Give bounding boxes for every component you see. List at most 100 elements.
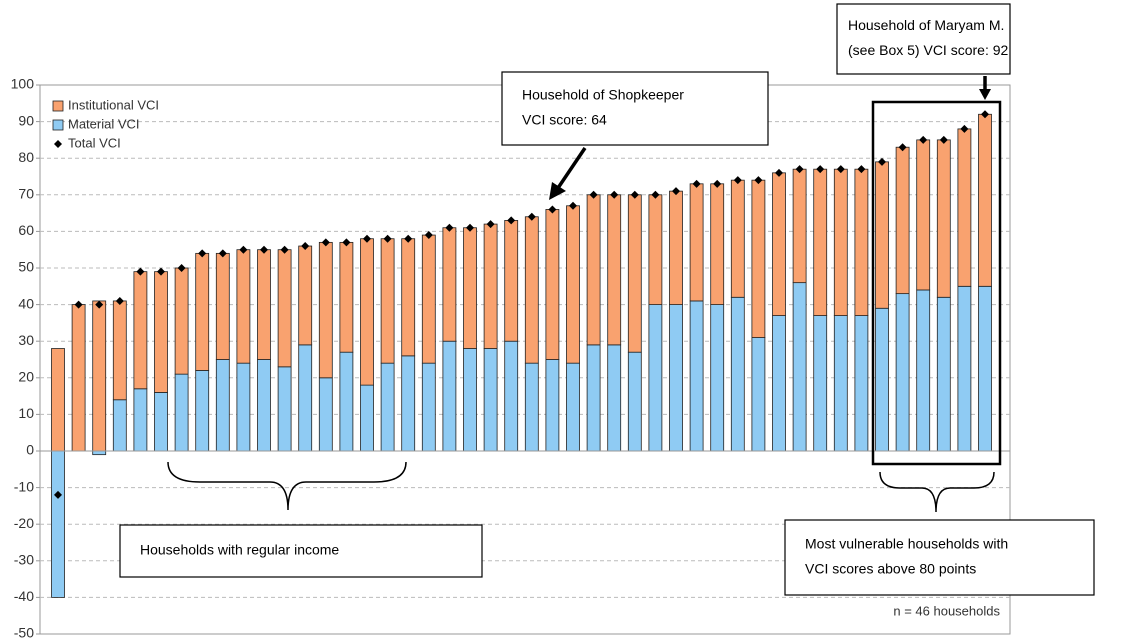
total-marker <box>157 267 165 276</box>
total-marker <box>54 490 62 499</box>
bar-segment <box>566 205 580 364</box>
bar-segment <box>566 362 580 452</box>
bar-segment <box>524 216 539 364</box>
bar-segment <box>627 351 642 452</box>
bar-segment <box>215 252 230 360</box>
total-marker <box>301 242 310 251</box>
annotation-text: (see Box 5) VCI score: 92 <box>848 42 1009 58</box>
bar-segment <box>833 315 848 452</box>
annotation-text: Household of Maryam M. <box>848 17 1004 33</box>
bar-segment <box>524 362 539 452</box>
total-marker <box>816 165 825 174</box>
bar-segment <box>133 388 148 452</box>
total-marker <box>589 190 598 199</box>
legend-label: Institutional VCI <box>68 97 159 112</box>
total-marker <box>218 249 227 258</box>
total-marker <box>486 220 495 229</box>
bar-segment <box>195 252 210 371</box>
bar-segment <box>483 223 498 349</box>
bar-segment <box>751 337 766 452</box>
total-marker <box>383 234 392 243</box>
bar-segment <box>936 139 951 298</box>
bar-segment <box>401 355 416 452</box>
legend-label: Material VCI <box>68 116 140 131</box>
bar-segment <box>112 399 127 452</box>
bar-segment <box>875 307 889 452</box>
annotation-box <box>501 71 769 146</box>
brace <box>879 471 995 513</box>
bar-segment <box>298 245 313 346</box>
bar-segment <box>71 304 86 452</box>
bar-segment <box>813 315 828 452</box>
bar-segment <box>442 340 457 452</box>
bar-segment <box>648 304 663 452</box>
bar-segment <box>215 359 230 452</box>
bar-segment <box>730 296 745 452</box>
bar-segment <box>318 241 333 379</box>
total-marker <box>548 205 557 214</box>
bar-segment <box>689 300 704 452</box>
bar-segment <box>174 373 189 452</box>
bar-segment <box>648 194 663 306</box>
y-tick-label: 0 <box>26 442 34 458</box>
bar-segment <box>504 220 519 342</box>
y-tick-label: 100 <box>11 76 35 92</box>
bar-segment <box>483 348 498 452</box>
bar-segment <box>318 377 333 452</box>
bar-segment <box>792 282 807 452</box>
bar-segment <box>277 249 292 368</box>
bar-segment <box>51 348 65 452</box>
y-tick-label: 90 <box>18 112 34 128</box>
y-tick-label: 20 <box>18 369 34 385</box>
bar-segment <box>916 289 931 452</box>
bar-segment <box>833 168 848 316</box>
bar-segment <box>401 238 416 357</box>
total-marker <box>960 124 969 133</box>
bar-segment <box>112 300 127 401</box>
bar-segment <box>895 293 910 452</box>
total-marker <box>919 135 928 144</box>
total-marker <box>692 179 701 188</box>
bar-segment <box>978 285 992 452</box>
total-marker <box>569 201 577 210</box>
bar-segment <box>751 179 766 338</box>
bar-segment <box>978 113 992 287</box>
bar-segment <box>669 190 683 305</box>
total-marker <box>857 165 866 174</box>
bar-segment <box>339 351 354 452</box>
bar-segment <box>360 384 374 452</box>
total-marker <box>239 245 248 254</box>
arrow <box>556 147 587 189</box>
note: n = 46 households <box>893 603 1000 618</box>
bar-segment <box>813 168 828 316</box>
total-marker <box>198 249 207 258</box>
total-marker <box>507 216 516 225</box>
total-marker <box>836 165 845 174</box>
y-tick-label: -40 <box>14 588 34 604</box>
y-tick-label: 70 <box>18 186 34 202</box>
bar-segment <box>92 300 107 452</box>
total-marker <box>321 238 330 247</box>
bar-segment <box>916 139 931 291</box>
annotation-text: Households with regular income <box>140 542 339 558</box>
bar-segment <box>463 348 477 452</box>
legend-label: Total VCI <box>68 135 121 150</box>
y-tick-label: -20 <box>14 515 34 531</box>
legend-swatch <box>52 119 64 131</box>
annotation-box <box>119 524 483 578</box>
bar-segment <box>586 194 601 346</box>
annotation-box <box>836 3 1011 75</box>
bar-segment <box>957 128 972 287</box>
y-tick-label: 30 <box>18 332 34 348</box>
bar-segment <box>257 359 271 452</box>
annotation-box <box>784 519 1095 596</box>
bar-segment <box>792 168 807 284</box>
bar-segment <box>442 227 457 342</box>
total-marker <box>95 300 104 309</box>
total-marker <box>342 238 351 247</box>
bar-segment <box>154 271 168 393</box>
y-tick-label: -50 <box>14 625 34 641</box>
total-marker <box>610 190 619 199</box>
total-marker <box>260 245 268 254</box>
